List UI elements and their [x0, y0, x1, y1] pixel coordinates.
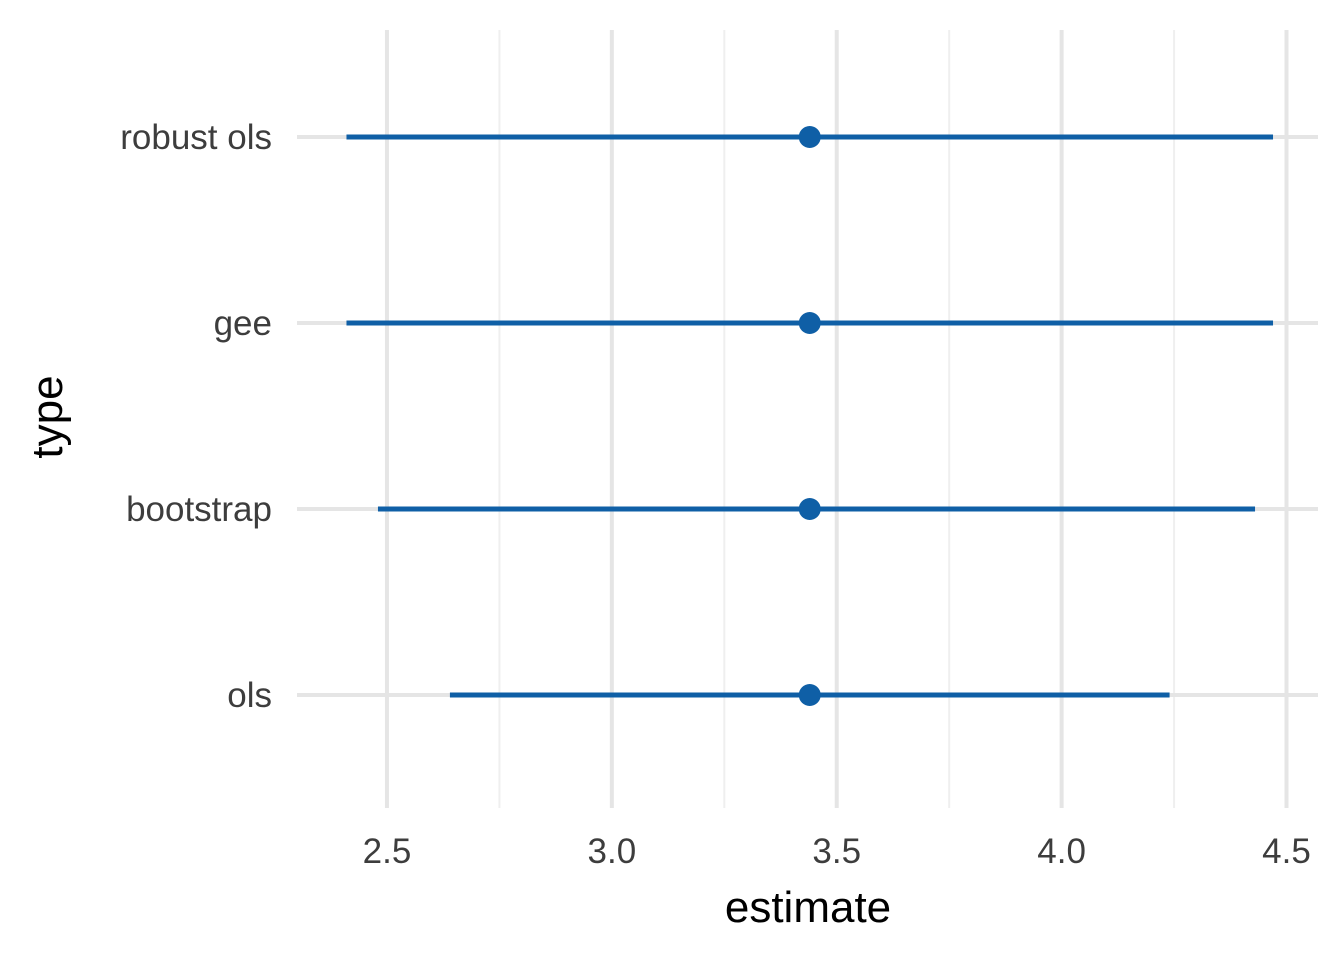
- estimate-point: [798, 126, 821, 148]
- x-axis-title: estimate: [725, 883, 891, 932]
- x-tick-label: 3.5: [812, 832, 861, 871]
- x-tick-label: 2.5: [363, 832, 412, 871]
- y-tick-label: ols: [227, 676, 272, 715]
- estimate-point: [798, 498, 821, 520]
- x-tick-label: 4.0: [1037, 832, 1086, 871]
- estimate-point: [798, 684, 821, 706]
- y-axis-title: type: [23, 375, 72, 458]
- x-tick-label: 3.0: [588, 832, 637, 871]
- series-layer: [346, 126, 1274, 706]
- tick-label-layer: 2.5 3.0 3.5 4.0 4.5 ols bootstrap gee robust ols: [120, 118, 1311, 871]
- y-tick-label: gee: [214, 304, 272, 343]
- estimate-point: [798, 312, 821, 334]
- x-tick-label: 4.5: [1262, 832, 1311, 871]
- y-tick-label: bootstrap: [126, 490, 272, 529]
- y-tick-label: robust ols: [120, 118, 272, 157]
